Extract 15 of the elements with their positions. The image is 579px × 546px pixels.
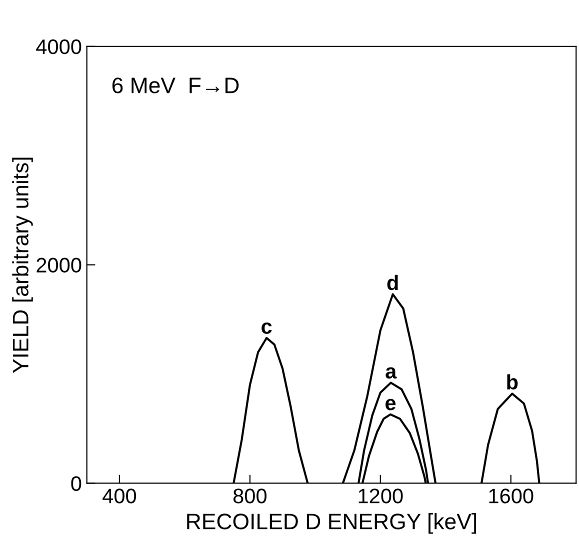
x-tick-label: 1600 — [489, 488, 534, 504]
series-label: d — [387, 274, 398, 290]
x-tick-label: 800 — [233, 488, 266, 504]
x-tick-label: 1200 — [358, 488, 403, 504]
y-tick-label: 2000 — [36, 258, 82, 273]
x-axis-title: RECOILED D ENERGY [keV] — [187, 513, 476, 534]
series-label: b — [507, 374, 518, 390]
series-label: e — [386, 398, 396, 410]
series-label: a — [386, 367, 397, 379]
x-tick-label: 400 — [102, 488, 136, 504]
y-tick-label: 0 — [71, 476, 82, 491]
annotation: 6 MeV F→D — [112, 78, 239, 94]
y-axis-title: YIELD [arbitrary units] — [12, 158, 33, 373]
y-tick-label: 4000 — [36, 39, 82, 54]
series-label: c — [262, 322, 272, 334]
